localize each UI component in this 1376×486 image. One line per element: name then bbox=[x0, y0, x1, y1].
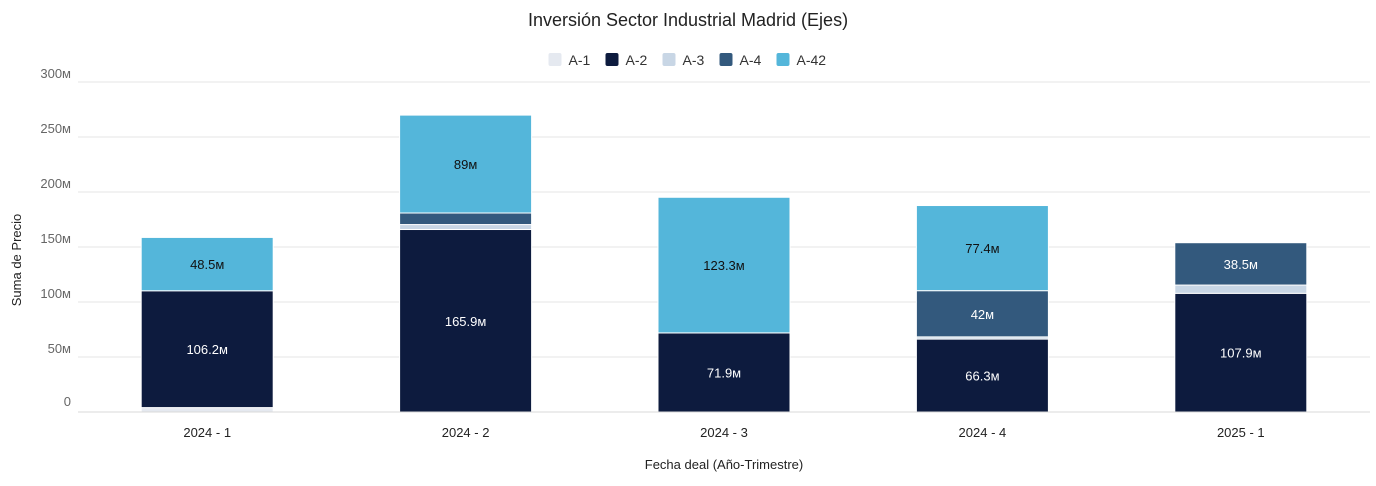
x-tick-label: 2024 - 2 bbox=[442, 425, 490, 440]
data-label: 77.4м bbox=[965, 241, 999, 256]
x-tick-label: 2024 - 4 bbox=[959, 425, 1007, 440]
bar-segment[interactable] bbox=[657, 332, 791, 413]
legend-swatch bbox=[719, 53, 733, 66]
x-tick-label: 2024 - 1 bbox=[183, 425, 231, 440]
y-tick-label: 250м bbox=[40, 121, 71, 136]
legend-item[interactable]: A-2 bbox=[605, 52, 648, 68]
legend-label: A-1 bbox=[569, 52, 591, 68]
y-tick-label: 200м bbox=[40, 176, 71, 191]
data-label: 165.9м bbox=[445, 314, 487, 329]
bar-segment[interactable] bbox=[1174, 284, 1308, 294]
bar-segment[interactable] bbox=[399, 212, 533, 226]
y-tick-label: 150м bbox=[40, 231, 71, 246]
legend-item[interactable]: A-42 bbox=[776, 52, 827, 68]
bar-segment[interactable] bbox=[1174, 242, 1308, 286]
data-label: 71.9м bbox=[707, 365, 741, 380]
bar-segment[interactable] bbox=[915, 290, 1049, 338]
y-tick-label: 0 bbox=[64, 394, 71, 409]
bar-segment[interactable] bbox=[915, 205, 1049, 292]
legend-label: A-42 bbox=[797, 52, 827, 68]
x-tick-label: 2025 - 1 bbox=[1217, 425, 1265, 440]
bar-segment[interactable] bbox=[399, 114, 533, 214]
data-label: 123.3м bbox=[703, 258, 745, 273]
legend-swatch bbox=[605, 53, 619, 66]
bar-segment[interactable] bbox=[399, 224, 533, 231]
legend: A-1 A-2 A-3 A-4 A-42 bbox=[548, 52, 827, 68]
y-axis: 0 50м 100м 150м 200м 250м 300м bbox=[40, 66, 71, 409]
bar-segment[interactable] bbox=[915, 338, 1049, 413]
bar-segment[interactable] bbox=[399, 229, 533, 413]
y-tick-label: 300м bbox=[40, 66, 71, 81]
legend-swatch bbox=[662, 53, 676, 66]
data-label: 48.5м bbox=[190, 257, 224, 272]
legend-label: A-3 bbox=[683, 52, 705, 68]
data-label: 66.3м bbox=[965, 369, 999, 384]
bar-segment[interactable] bbox=[140, 407, 274, 413]
legend-swatch bbox=[548, 53, 562, 66]
y-axis-label: Suma de Precio bbox=[9, 214, 24, 307]
bar-segment[interactable] bbox=[657, 196, 791, 334]
data-label: 38.5м bbox=[1224, 257, 1258, 272]
bar-segment[interactable] bbox=[140, 236, 274, 292]
legend-item[interactable]: A-4 bbox=[719, 52, 762, 68]
bar-segment[interactable] bbox=[140, 290, 274, 409]
x-axis-label: Fecha deal (Año-Trimestre) bbox=[645, 457, 803, 472]
x-axis: 2024 - 1 2024 - 2 2024 - 3 2024 - 4 2025 - 1 bbox=[78, 411, 1370, 440]
bars: 106.2м 48.5м 165.9м 89м 71.9м 123.3м 66.3м 42м 7… bbox=[140, 114, 1308, 413]
data-label: 42м bbox=[971, 307, 994, 322]
bar-segment[interactable] bbox=[1174, 292, 1308, 413]
legend-label: A-4 bbox=[740, 52, 762, 68]
legend-label: A-2 bbox=[626, 52, 648, 68]
data-label: 107.9м bbox=[1220, 346, 1262, 361]
legend-swatch bbox=[776, 53, 790, 66]
data-label: 106.2м bbox=[186, 342, 228, 357]
y-tick-label: 50м bbox=[48, 341, 71, 356]
legend-item[interactable]: A-3 bbox=[662, 52, 705, 68]
legend-item[interactable]: A-1 bbox=[548, 52, 591, 68]
chart-title: Inversión Sector Industrial Madrid (Ejes… bbox=[528, 10, 848, 30]
data-label: 89м bbox=[454, 157, 477, 172]
x-tick-label: 2024 - 3 bbox=[700, 425, 748, 440]
y-tick-label: 100м bbox=[40, 286, 71, 301]
